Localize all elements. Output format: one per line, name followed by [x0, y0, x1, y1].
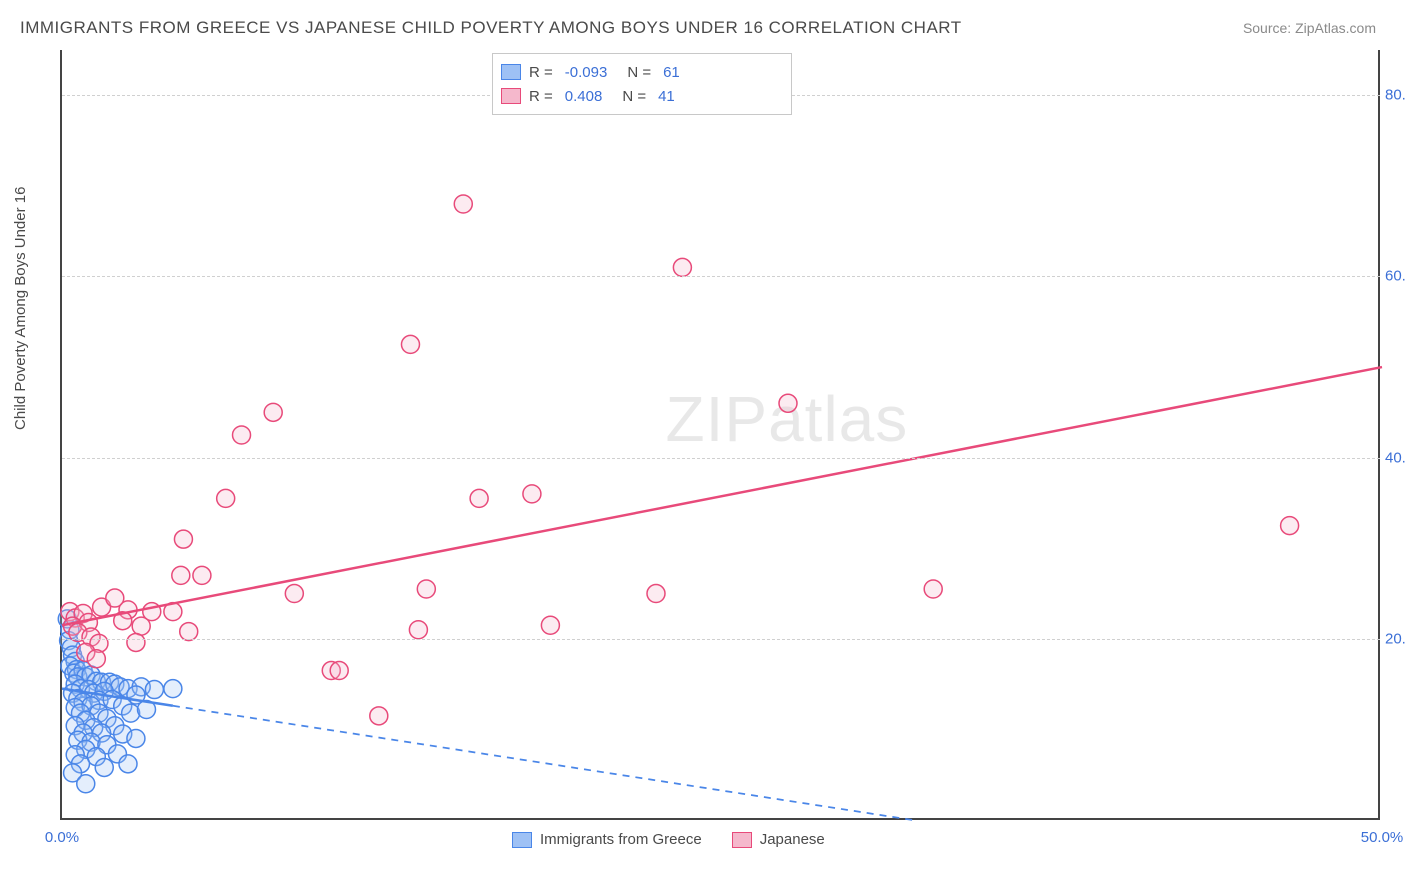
scatter-point — [217, 489, 235, 507]
scatter-point — [470, 489, 488, 507]
source-label: Source: — [1243, 20, 1291, 36]
r-label-1: R = — [529, 64, 553, 81]
gridline — [62, 276, 1380, 277]
source-attribution: Source: ZipAtlas.com — [1243, 20, 1376, 36]
x-tick-label: 0.0% — [45, 829, 79, 846]
y-axis-label: Child Poverty Among Boys Under 16 — [12, 187, 29, 430]
legend-item-2: Japanese — [732, 831, 825, 848]
n-label-2: N = — [622, 88, 646, 105]
scatter-point — [409, 621, 427, 639]
scatter-point — [673, 258, 691, 276]
legend-row-series-2: R = 0.408 N = 41 — [501, 84, 783, 108]
scatter-point — [370, 707, 388, 725]
legend-row-series-1: R = -0.093 N = 61 — [501, 60, 783, 84]
scatter-point — [164, 680, 182, 698]
y-tick-label: 20.0% — [1385, 630, 1406, 647]
n-label-1: N = — [627, 64, 651, 81]
scatter-point — [647, 585, 665, 603]
y-tick-label: 40.0% — [1385, 449, 1406, 466]
n-value-2: 41 — [658, 88, 675, 105]
legend-label-2: Japanese — [760, 831, 825, 848]
regression-line-dashed — [173, 706, 913, 820]
r-value-2: 0.408 — [565, 88, 603, 105]
scatter-point — [145, 681, 163, 699]
chart-title: IMMIGRANTS FROM GREECE VS JAPANESE CHILD… — [20, 18, 962, 38]
scatter-point — [454, 195, 472, 213]
scatter-point — [285, 585, 303, 603]
n-value-1: 61 — [663, 64, 680, 81]
scatter-point — [87, 650, 105, 668]
regression-line-solid — [62, 367, 1382, 625]
y-tick-label: 80.0% — [1385, 87, 1406, 104]
correlation-legend: R = -0.093 N = 61 R = 0.408 N = 41 — [492, 53, 792, 115]
scatter-point — [924, 580, 942, 598]
r-label-2: R = — [529, 88, 553, 105]
legend-item-1: Immigrants from Greece — [512, 831, 702, 848]
series-legend: Immigrants from Greece Japanese — [512, 831, 825, 848]
scatter-point — [172, 566, 190, 584]
scatter-point — [330, 662, 348, 680]
scatter-point — [264, 403, 282, 421]
legend-swatch-bottom-1 — [512, 832, 532, 848]
scatter-point — [779, 394, 797, 412]
plot-area: ZIPatlas R = -0.093 N = 61 R = 0.408 N =… — [60, 50, 1380, 820]
scatter-point — [127, 729, 145, 747]
gridline — [62, 639, 1380, 640]
x-tick-label: 50.0% — [1361, 829, 1404, 846]
scatter-point — [122, 704, 140, 722]
scatter-point — [541, 616, 559, 634]
scatter-point — [417, 580, 435, 598]
legend-swatch-1 — [501, 64, 521, 80]
plot-svg — [62, 50, 1380, 818]
legend-swatch-bottom-2 — [732, 832, 752, 848]
scatter-point — [127, 633, 145, 651]
r-value-1: -0.093 — [565, 64, 608, 81]
scatter-point — [401, 335, 419, 353]
scatter-point — [1281, 517, 1299, 535]
scatter-point — [95, 758, 113, 776]
legend-swatch-2 — [501, 88, 521, 104]
scatter-point — [233, 426, 251, 444]
y-tick-label: 60.0% — [1385, 268, 1406, 285]
source-value: ZipAtlas.com — [1295, 20, 1376, 36]
scatter-point — [174, 530, 192, 548]
scatter-point — [77, 775, 95, 793]
scatter-point — [193, 566, 211, 584]
gridline — [62, 458, 1380, 459]
scatter-point — [132, 617, 150, 635]
scatter-point — [119, 755, 137, 773]
legend-label-1: Immigrants from Greece — [540, 831, 702, 848]
scatter-point — [523, 485, 541, 503]
